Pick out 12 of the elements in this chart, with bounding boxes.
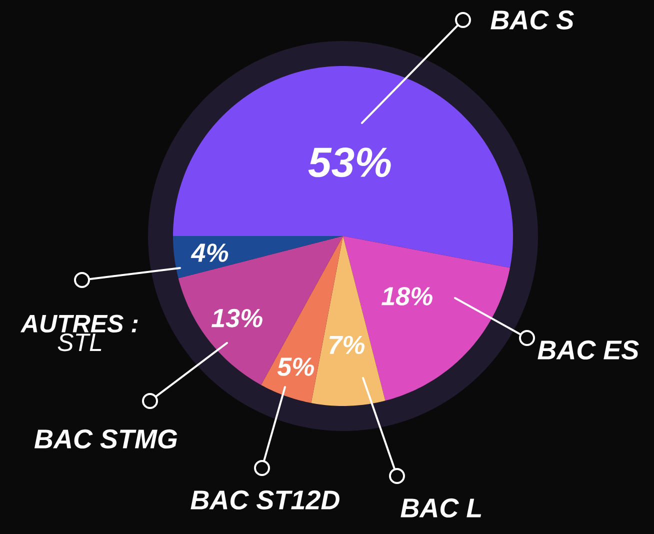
- slice-label: BAC STMG: [34, 429, 178, 449]
- data-label: 7%: [329, 336, 364, 354]
- data-label: 18%: [382, 287, 432, 306]
- data-label: 4%: [190, 244, 228, 262]
- slice-label: BAC ST12D: [190, 490, 340, 510]
- slice-label: BAC ES: [538, 340, 639, 360]
- data-label: 53%: [308, 147, 391, 178]
- slice-label: AUTRES : STL: [20, 314, 138, 352]
- slice-label: BAC S: [490, 10, 574, 30]
- slice-label: BAC L: [400, 498, 482, 518]
- data-label: 13%: [212, 308, 262, 328]
- data-label: 5%: [277, 358, 314, 376]
